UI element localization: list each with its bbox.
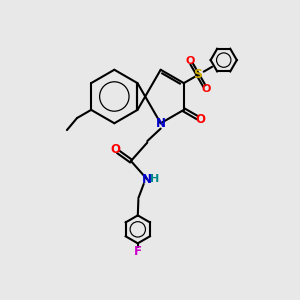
Text: F: F: [134, 245, 142, 258]
Text: N: N: [156, 117, 166, 130]
Text: O: O: [110, 143, 120, 156]
Text: N: N: [141, 173, 152, 186]
Text: O: O: [195, 113, 205, 126]
Text: O: O: [185, 56, 194, 66]
Text: S: S: [194, 68, 202, 82]
Text: O: O: [202, 84, 211, 94]
Text: H: H: [150, 174, 159, 184]
